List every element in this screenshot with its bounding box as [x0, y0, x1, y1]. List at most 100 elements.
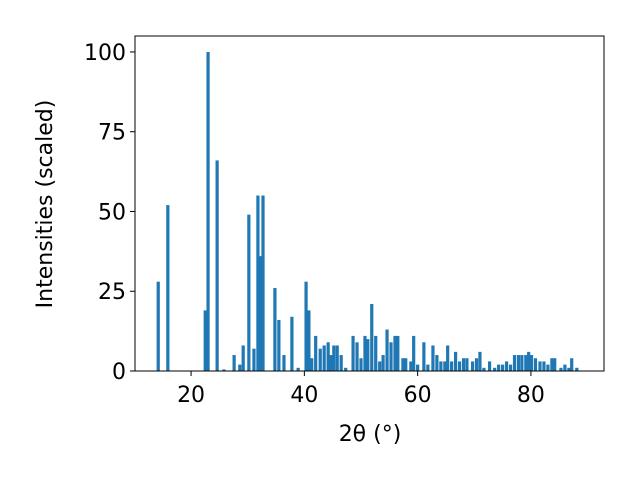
bar — [553, 358, 557, 371]
plot-frame — [134, 35, 605, 372]
bar — [404, 358, 408, 371]
bar — [222, 369, 226, 371]
bar — [378, 361, 382, 371]
bar — [401, 358, 405, 371]
bar — [203, 310, 207, 371]
bar — [374, 335, 378, 371]
bar — [335, 345, 339, 371]
bar — [385, 329, 389, 371]
bar — [296, 367, 300, 371]
bar — [550, 358, 554, 371]
bar — [318, 348, 322, 371]
bar — [516, 355, 521, 371]
bar — [412, 335, 416, 371]
bar — [446, 345, 450, 371]
bar — [259, 256, 263, 371]
y-axis-label: Intensities (scaled) — [33, 100, 58, 309]
bar — [310, 358, 314, 371]
bar — [426, 364, 430, 371]
bar — [478, 351, 482, 371]
bar — [504, 361, 509, 371]
x-tick-label: 60 — [404, 383, 432, 408]
bar — [570, 358, 574, 371]
bar — [261, 195, 265, 371]
bar — [206, 51, 210, 371]
y-tick-label: 0 — [112, 360, 126, 385]
bar — [508, 364, 513, 371]
bar — [416, 364, 420, 371]
bar — [322, 345, 326, 371]
bar — [559, 367, 563, 371]
bar — [422, 342, 426, 371]
bar — [533, 358, 538, 371]
bar — [381, 355, 385, 371]
bar — [355, 342, 359, 371]
bar — [339, 355, 343, 371]
bar — [282, 355, 286, 371]
x-axis-label: 2θ (°) — [339, 422, 402, 447]
bar — [529, 355, 534, 371]
bar — [396, 335, 400, 371]
y-tick-label: 50 — [98, 200, 126, 225]
bar — [546, 364, 550, 371]
y-tick-label: 75 — [98, 121, 126, 146]
bar — [238, 364, 242, 371]
bar — [252, 348, 256, 371]
bar — [344, 367, 348, 371]
bar — [520, 355, 524, 371]
bar — [575, 367, 579, 371]
bar — [307, 310, 311, 371]
bar — [215, 160, 219, 371]
bar — [273, 288, 277, 371]
bar — [247, 214, 251, 371]
bar — [389, 342, 393, 371]
bar — [304, 281, 308, 371]
bar — [290, 316, 294, 371]
bar — [501, 364, 505, 371]
bar — [563, 364, 567, 371]
x-tick-label: 80 — [517, 383, 545, 408]
bar — [461, 358, 466, 371]
bar — [363, 335, 367, 371]
bar — [453, 351, 458, 371]
bar — [256, 195, 260, 371]
bar — [359, 358, 363, 371]
x-tick-label: 40 — [290, 383, 318, 408]
bar — [527, 351, 531, 371]
y-tick-label: 25 — [98, 280, 126, 305]
bar — [439, 361, 443, 371]
bar — [314, 335, 318, 371]
bar — [465, 358, 469, 371]
bar — [232, 355, 236, 371]
bar — [329, 355, 333, 371]
bar — [450, 361, 454, 371]
bar — [435, 355, 439, 371]
bar — [512, 355, 517, 371]
bar — [277, 319, 281, 371]
bar — [497, 364, 501, 371]
bar — [542, 361, 546, 371]
bar — [393, 335, 397, 371]
bar — [487, 361, 492, 371]
bar — [567, 367, 571, 371]
bar — [443, 361, 447, 371]
bar — [482, 367, 486, 371]
bar — [474, 358, 479, 371]
bar — [351, 335, 355, 371]
bar — [538, 361, 542, 371]
bar — [524, 355, 528, 371]
bar — [241, 345, 245, 371]
bar — [156, 281, 160, 371]
bar — [332, 345, 336, 371]
bar — [493, 367, 497, 371]
bar — [370, 304, 374, 371]
x-tick-label: 20 — [177, 383, 205, 408]
bar — [366, 339, 370, 371]
bar — [409, 361, 413, 371]
y-tick-label: 100 — [84, 41, 126, 66]
bar — [470, 361, 475, 371]
bar — [326, 342, 330, 371]
bar — [166, 205, 170, 371]
bar — [431, 345, 435, 371]
